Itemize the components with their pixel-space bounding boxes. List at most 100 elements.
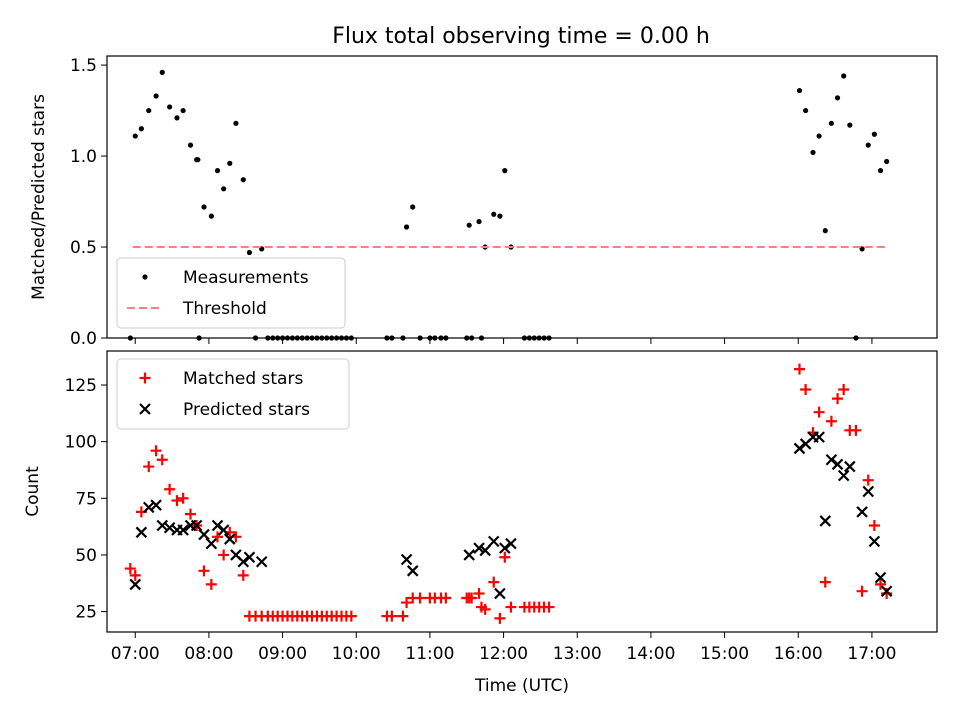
x-tick-label: 14:00 [626,644,675,664]
legend-label: Threshold [182,299,267,319]
matched-star-point [440,592,452,604]
predicted-star-point [793,442,806,455]
predicted-star-point [163,521,176,534]
predicted-star-point [862,485,875,498]
y-tick-label: 1.5 [70,56,97,76]
measurement-point [536,335,542,341]
matched-star-point [868,519,880,531]
measurement-point [153,93,159,99]
matched-star-point [198,565,210,577]
measurement-point [201,204,207,210]
measurement-point [284,335,291,341]
measurement-point [324,335,330,341]
matched-star-point [184,508,196,520]
measurement-point [174,115,180,121]
measurement-point [859,246,865,252]
measurement-point [478,335,485,341]
predicted-star-point [400,553,413,566]
measurement-point [796,87,803,94]
measurement-point [502,168,508,174]
legend-dot-marker [142,274,148,280]
matched-star-point [856,585,868,597]
predicted-star-point [844,460,856,473]
predicted-star-point [813,431,825,443]
figure-title: Flux total observing time = 0.00 h [332,24,710,49]
predicted-star-point [190,519,203,532]
measurement-point [403,224,410,230]
matched-star-point [473,587,485,599]
measurement-point [289,335,295,341]
x-tick-label: 16:00 [774,644,823,664]
matched-star-point [212,531,224,543]
measurement-point [304,335,310,341]
predicted-star-point [198,528,210,541]
measurement-point [541,335,547,341]
measurement-point [810,149,816,156]
measurement-point [822,228,828,234]
measurement-point [195,157,201,163]
predicted-star-point [211,519,224,532]
x-tick-label: 08:00 [184,644,233,664]
predicted-star-point [825,453,838,466]
predicted-star-point [156,519,169,532]
measurement-point [384,335,390,341]
matched-star-point [793,363,805,375]
matched-star-point [205,578,217,590]
legend-box [116,257,346,329]
bottom-panel: 07:00 08:00 09:00 10:00 11:00 12:00 13:00 14:00… [23,350,938,696]
measurement-point [167,104,173,110]
x-tick-label: 10:00 [332,644,381,664]
measurement-point [309,335,315,341]
legend-x-marker [139,403,151,415]
predicted-star-point [217,524,230,536]
measurement-point [816,133,822,139]
x-tick-label: 17:00 [847,644,896,664]
legend: Measurements Threshold [116,257,346,329]
y-tick-label: 1.0 [70,147,97,167]
measurement-point [884,158,890,165]
measurement-point [319,335,325,341]
measurement-point [227,160,233,166]
predicted-star-point [255,555,268,568]
predicted-star-point [874,571,887,584]
matched-star-point [881,587,893,599]
y-tick-label: 75 [75,489,97,509]
predicted-star-point [479,544,491,557]
legend: Matched stars Predicted stars [116,358,350,430]
matched-star-point [129,569,141,581]
measurement-point [469,335,475,341]
measurement-point [871,131,877,137]
predicted-star-point [487,535,500,548]
measurement-point [246,249,253,256]
measurement-point [443,335,449,341]
measurement-point [252,335,259,341]
predicted-star-point [831,458,844,471]
y-tick-label: 100 [65,433,97,453]
legend-box [116,358,350,430]
matched-star-point [479,603,491,615]
x-tick-label: 13:00 [553,644,602,664]
legend-label: Measurements [183,268,309,288]
matched-star-point [156,454,168,466]
matched-star-point [813,406,825,418]
measurement-point [214,168,221,174]
measurement-point [464,335,470,341]
measurement-point [803,107,809,114]
measurement-point [847,122,853,128]
matched-star-point [150,445,162,457]
y-tick-label: 25 [75,603,97,623]
matched-star-point [800,384,812,396]
predicted-star-point [856,506,868,518]
measurement-point [208,213,214,219]
predicted-star-point [243,551,256,563]
predicted-star-point [494,587,506,600]
measurement-point [196,335,202,341]
measurement-point [521,335,528,341]
predicted-star-point [463,549,475,561]
matched-star-point [819,576,831,588]
measurement-point [432,335,438,341]
x-axis-label: Time (UTC) [474,676,569,696]
y-tick-label: 0.5 [70,238,97,258]
matched-star-point [488,576,500,588]
measurement-point [427,335,433,341]
